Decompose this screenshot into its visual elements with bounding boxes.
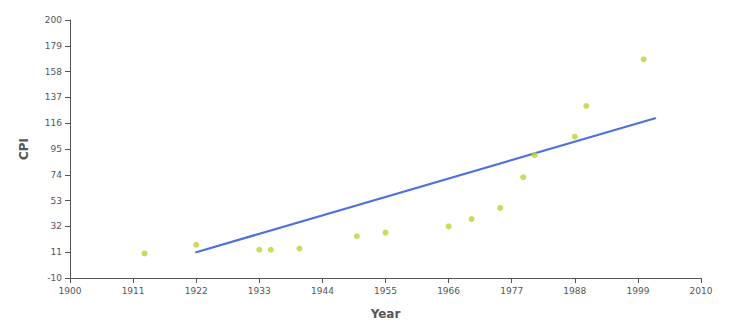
svg-text:1999: 1999 — [626, 286, 649, 296]
svg-text:1955: 1955 — [374, 286, 397, 296]
svg-text:74: 74 — [51, 170, 63, 180]
svg-text:2010: 2010 — [690, 286, 713, 296]
svg-text:1966: 1966 — [437, 286, 460, 296]
svg-text:1900: 1900 — [59, 286, 82, 296]
svg-text:1933: 1933 — [248, 286, 271, 296]
svg-text:32: 32 — [51, 221, 62, 231]
svg-text:1977: 1977 — [500, 286, 523, 296]
svg-text:1988: 1988 — [563, 286, 586, 296]
svg-text:1911: 1911 — [122, 286, 145, 296]
svg-text:200: 200 — [45, 15, 62, 25]
svg-text:137: 137 — [45, 92, 62, 102]
svg-text:1944: 1944 — [311, 286, 334, 296]
svg-text:1922: 1922 — [185, 286, 208, 296]
svg-text:CPI: CPI — [17, 138, 31, 160]
svg-text:179: 179 — [45, 41, 62, 51]
svg-text:53: 53 — [51, 196, 62, 206]
svg-text:158: 158 — [45, 67, 62, 77]
svg-text:11: 11 — [51, 247, 62, 257]
svg-text:-10: -10 — [47, 273, 62, 283]
svg-text:95: 95 — [51, 144, 62, 154]
svg-text:116: 116 — [45, 118, 62, 128]
svg-text:Year: Year — [370, 307, 401, 321]
